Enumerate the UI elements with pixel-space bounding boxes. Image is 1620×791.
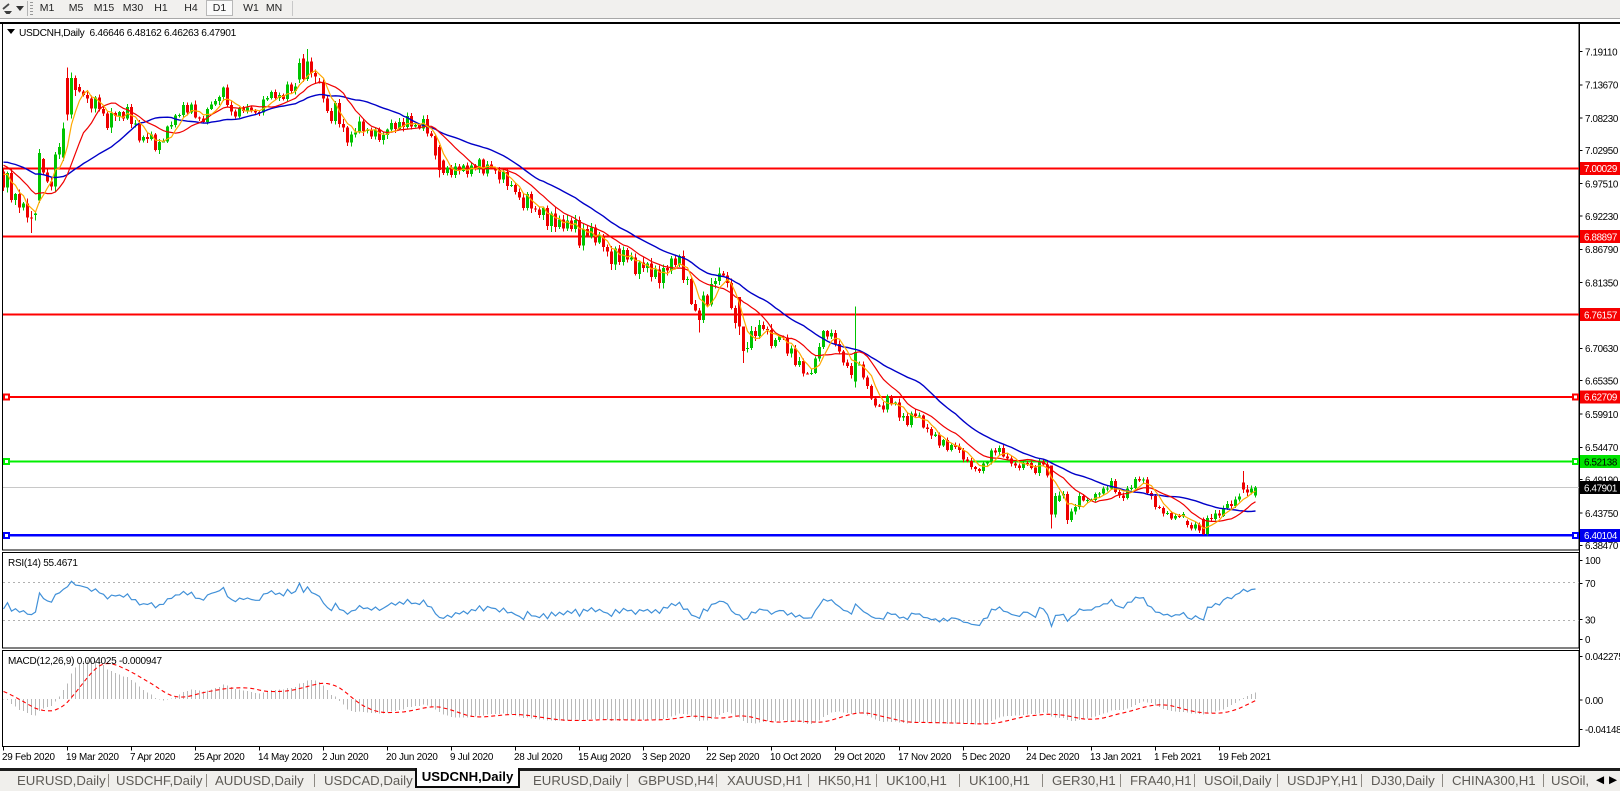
svg-text:15 Aug 2020: 15 Aug 2020: [578, 752, 631, 763]
svg-text:6.52138: 6.52138: [1584, 457, 1618, 468]
svg-text:6.97510: 6.97510: [1585, 180, 1619, 191]
svg-text:6.62709: 6.62709: [1584, 393, 1617, 404]
svg-text:1 Feb 2021: 1 Feb 2021: [1154, 752, 1202, 763]
svg-text:6.49190: 6.49190: [1585, 476, 1619, 487]
svg-text:14 May 2020: 14 May 2020: [258, 752, 313, 763]
svg-text:29 Oct 2020: 29 Oct 2020: [834, 752, 886, 763]
svg-text:13 Jan 2021: 13 Jan 2021: [1090, 752, 1142, 763]
svg-text:7.00029: 7.00029: [1584, 164, 1617, 175]
svg-text:6.47901: 6.47901: [1584, 483, 1617, 494]
svg-text:70: 70: [1585, 579, 1596, 590]
svg-text:0.00: 0.00: [1585, 696, 1604, 707]
svg-text:6.65350: 6.65350: [1585, 377, 1619, 388]
svg-text:24 Dec 2020: 24 Dec 2020: [1026, 752, 1080, 763]
svg-text:6.59910: 6.59910: [1585, 410, 1619, 421]
svg-text:6.88897: 6.88897: [1584, 232, 1617, 243]
svg-text:-0.04148: -0.04148: [1585, 725, 1620, 736]
svg-text:17 Nov 2020: 17 Nov 2020: [898, 752, 952, 763]
svg-text:6.92230: 6.92230: [1585, 212, 1619, 223]
svg-text:25 Apr 2020: 25 Apr 2020: [194, 752, 245, 763]
svg-text:7.08230: 7.08230: [1585, 114, 1619, 125]
svg-text:6.40104: 6.40104: [1584, 531, 1618, 542]
svg-text:0.042275: 0.042275: [1585, 652, 1620, 663]
svg-text:6.86790: 6.86790: [1585, 245, 1619, 256]
svg-text:22 Sep 2020: 22 Sep 2020: [706, 752, 760, 763]
svg-text:30: 30: [1585, 615, 1596, 626]
svg-text:5 Dec 2020: 5 Dec 2020: [962, 752, 1011, 763]
svg-text:19 Mar 2020: 19 Mar 2020: [66, 752, 119, 763]
svg-text:RSI(14) 55.4671: RSI(14) 55.4671: [8, 558, 78, 569]
svg-text:6.81350: 6.81350: [1585, 279, 1619, 290]
svg-text:28 Jul 2020: 28 Jul 2020: [514, 752, 563, 763]
svg-text:10 Oct 2020: 10 Oct 2020: [770, 752, 822, 763]
svg-text:6.76157: 6.76157: [1584, 310, 1617, 321]
svg-text:6.54470: 6.54470: [1585, 443, 1619, 454]
svg-text:20 Jun 2020: 20 Jun 2020: [386, 752, 438, 763]
svg-text:0: 0: [1585, 635, 1591, 646]
svg-text:7 Apr 2020: 7 Apr 2020: [130, 752, 176, 763]
svg-text:MACD(12,26,9) 0.004025 -0.0009: MACD(12,26,9) 0.004025 -0.000947: [8, 656, 162, 667]
svg-text:9 Jul 2020: 9 Jul 2020: [450, 752, 494, 763]
svg-text:6.38470: 6.38470: [1585, 541, 1619, 552]
svg-text:19 Feb 2021: 19 Feb 2021: [1218, 752, 1271, 763]
svg-text:6.43750: 6.43750: [1585, 509, 1619, 520]
svg-text:6.70630: 6.70630: [1585, 344, 1619, 355]
svg-text:7.02950: 7.02950: [1585, 146, 1619, 157]
svg-text:29 Feb 2020: 29 Feb 2020: [2, 752, 55, 763]
svg-text:7.19110: 7.19110: [1585, 47, 1618, 58]
svg-text:USDCNH,Daily 6.46646 6.48162: USDCNH,Daily 6.46646 6.48162 6.46263 6.4…: [19, 28, 237, 39]
svg-text:7.13670: 7.13670: [1585, 81, 1619, 92]
svg-text:100: 100: [1585, 556, 1601, 567]
svg-text:3 Sep 2020: 3 Sep 2020: [642, 752, 691, 763]
svg-text:2 Jun 2020: 2 Jun 2020: [322, 752, 369, 763]
